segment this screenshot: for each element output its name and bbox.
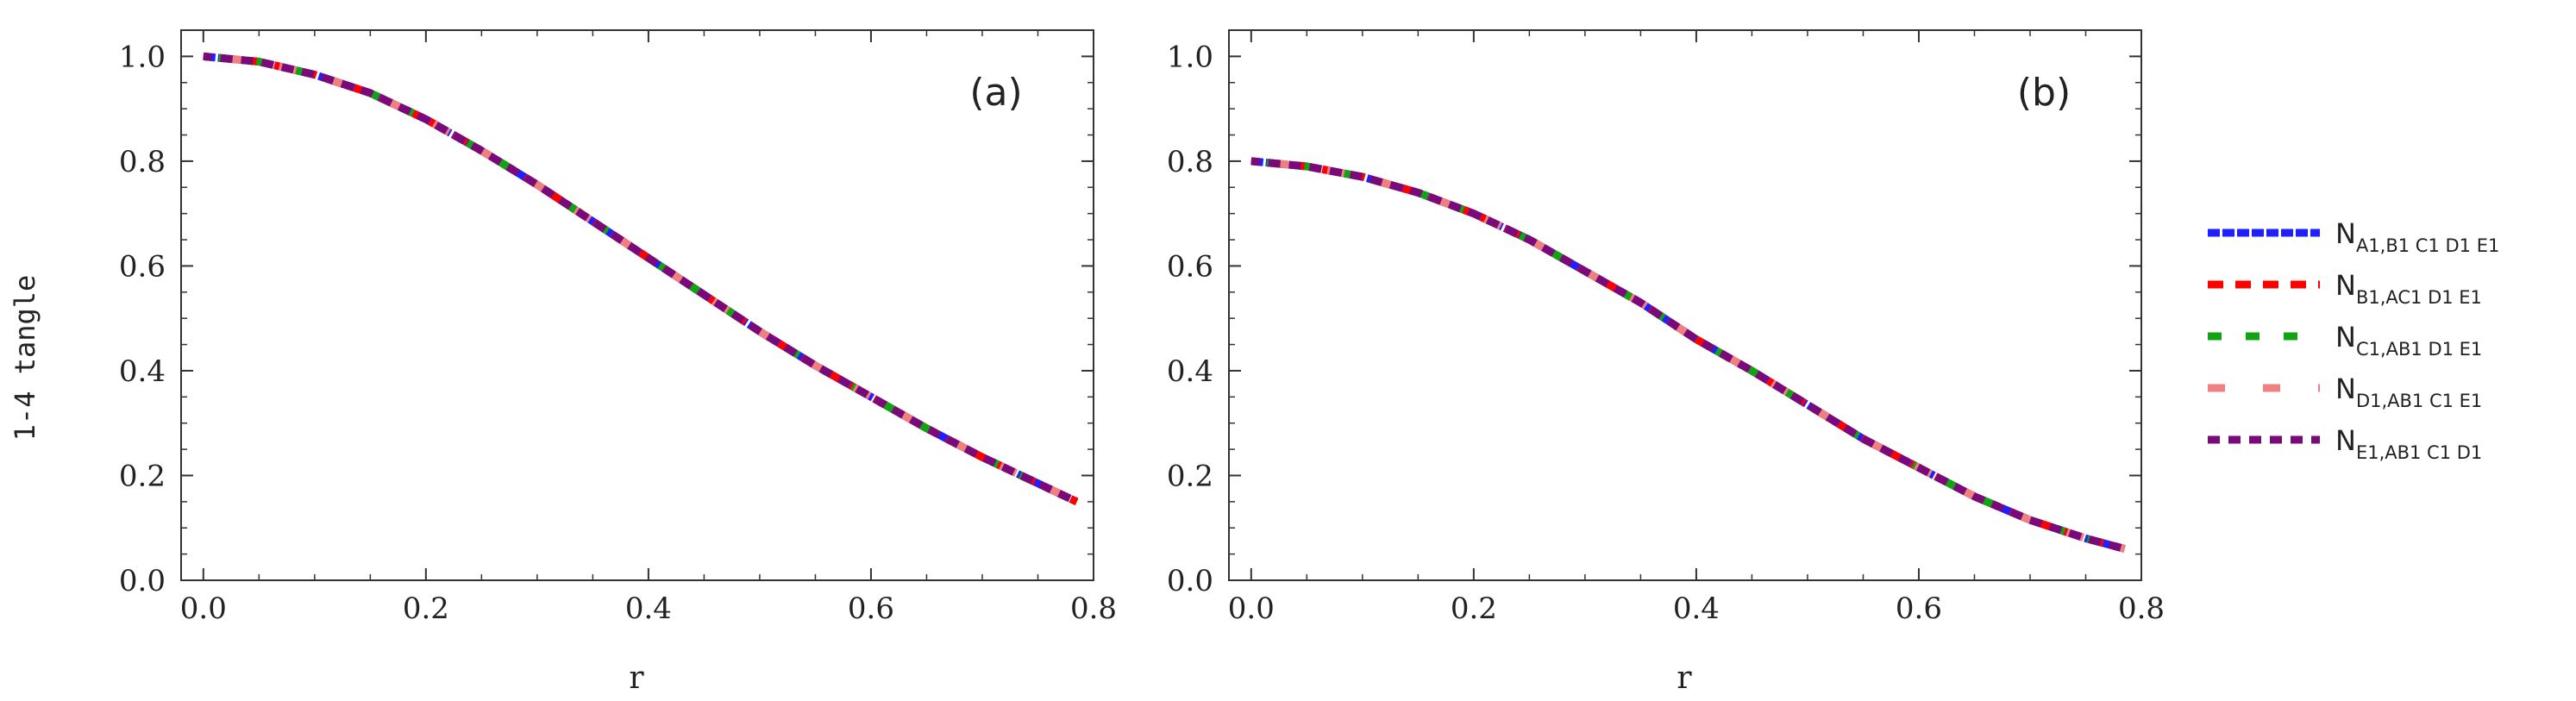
panel-b-frame	[1228, 29, 2142, 581]
panel-a-y-tick-label: 0.6	[119, 249, 166, 284]
panel-b-x-tick-label: 0.4	[1673, 591, 1720, 626]
legend-label-4: ND1,AB1 C1 E1	[2335, 372, 2482, 411]
panel-b-x-tick-label: 0.6	[1896, 591, 1942, 626]
panel-a-y-tick-label: 0.4	[119, 354, 166, 389]
panel-b-series-line-1	[1250, 157, 2126, 553]
panel-a: 0.0 0.2 0.4 0.6 0.8 0.0 0.2 0.4 0.6 0.8 1.0 (a) r	[119, 29, 1117, 696]
panel-a-y-tick-label: 0.8	[119, 145, 166, 179]
legend-label-main: N	[2335, 424, 2356, 457]
panel-b: 0.0 0.2 0.4 0.6 0.8 0.0 0.2 0.4 0.6 0.8 1.0 (b) r	[1167, 29, 2165, 696]
panel-b-ticks: 0.0 0.2 0.4 0.6 0.8 0.0 0.2 0.4 0.6 0.8 1.0	[1167, 29, 2165, 626]
panel-b-x-tick-label: 0.2	[1451, 591, 1497, 626]
panel-a-x-axis-title: r	[629, 660, 644, 696]
legend-label-sub: A1,B1 C1 D1 E1	[2356, 235, 2499, 256]
panel-b-series-line-2	[1250, 157, 2126, 553]
legend-label-2: NB1,AC1 D1 E1	[2335, 269, 2482, 308]
legend-label-3: NC1,AB1 D1 E1	[2335, 321, 2482, 360]
y-axis-title: 1-4 tangle	[9, 275, 41, 441]
panel-a-label: (a)	[969, 71, 1022, 115]
panel-b-x-tick-label: 0.0	[1228, 591, 1275, 626]
legend-label-main: N	[2335, 372, 2356, 405]
panel-b-y-tick-label: 0.6	[1167, 249, 1213, 284]
panel-b-series-line-4	[1250, 157, 2126, 553]
legend-label-sub: C1,AB1 D1 E1	[2356, 339, 2482, 360]
panel-a-x-tick-label: 0.6	[848, 591, 894, 626]
panel-a-y-tick-label: 0.2	[119, 459, 166, 493]
legend-label-sub: B1,AC1 D1 E1	[2356, 287, 2482, 308]
panel-a-ticks: 0.0 0.2 0.4 0.6 0.8 0.0 0.2 0.4 0.6 0.8 1.0	[119, 29, 1117, 626]
panel-a-x-tick-label: 0.8	[1070, 591, 1117, 626]
panel-a-series-line-5	[203, 52, 1079, 505]
panel-a-frame	[180, 29, 1094, 581]
legend-label-main: N	[2335, 217, 2356, 250]
legend-label-5: NE1,AB1 C1 D1	[2335, 424, 2482, 463]
panel-b-y-tick-label: 0.2	[1167, 459, 1213, 493]
legend-label-sub: E1,AB1 C1 D1	[2356, 442, 2482, 463]
panel-b-y-tick-label: 1.0	[1167, 40, 1213, 74]
panel-a-y-tick-label: 1.0	[119, 40, 166, 74]
panel-b-x-tick-label: 0.8	[2118, 591, 2165, 626]
panel-b-y-tick-label: 0.8	[1167, 145, 1213, 179]
panel-b-series-line-5	[1250, 157, 2126, 553]
panel-b-y-tick-label: 0.4	[1167, 354, 1213, 389]
panel-b-series-line-3	[1250, 157, 2126, 553]
legend-label-sub: D1,AB1 C1 E1	[2356, 391, 2482, 411]
panel-b-label: (b)	[2017, 71, 2071, 115]
panel-a-series-line-1	[203, 52, 1079, 505]
legend-label-main: N	[2335, 321, 2356, 354]
panel-a-y-tick-label: 0.0	[119, 564, 166, 598]
panel-a-x-tick-label: 0.2	[403, 591, 449, 626]
legend-label-main: N	[2335, 269, 2356, 302]
panel-a-x-tick-label: 0.0	[180, 591, 227, 626]
panel-b-series	[1250, 157, 2126, 553]
legend-label-1: NA1,B1 C1 D1 E1	[2335, 217, 2499, 256]
panel-b-y-tick-label: 0.0	[1167, 564, 1213, 598]
panel-a-series	[203, 52, 1079, 505]
panel-a-x-tick-label: 0.4	[625, 591, 672, 626]
panel-b-x-axis-title: r	[1677, 660, 1692, 696]
